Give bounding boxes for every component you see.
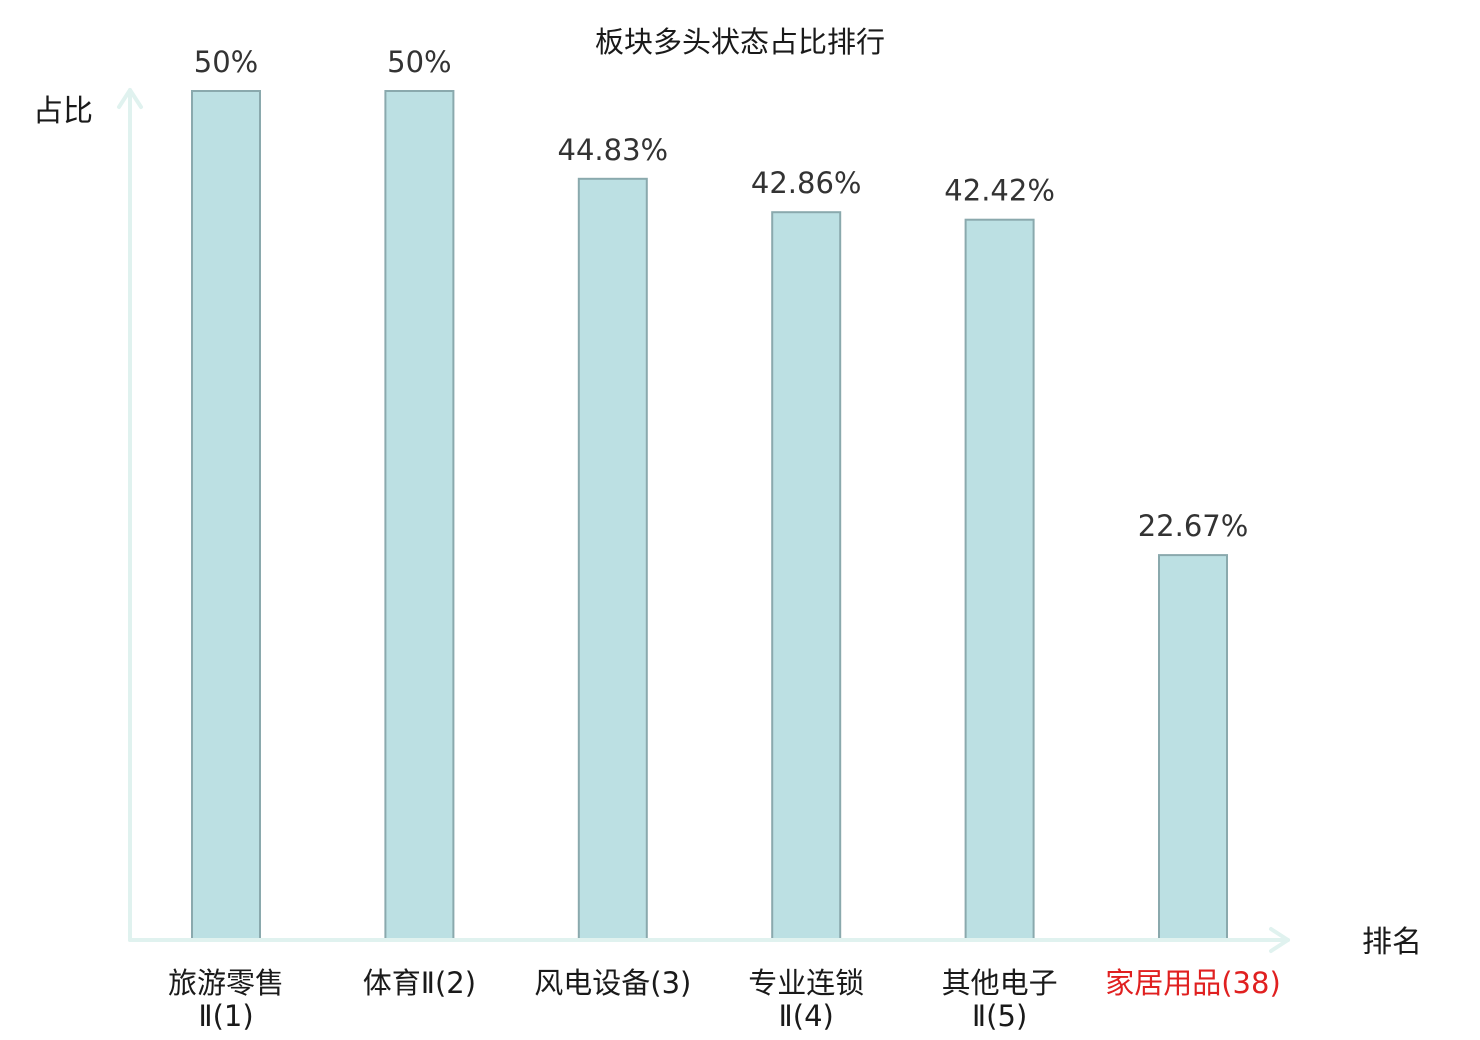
bar (384, 90, 455, 941)
chart-title: 板块多头状态占比排行 (595, 25, 885, 59)
category-label: 专业连锁 Ⅱ(4) (748, 966, 864, 1033)
category-label: 风电设备(3) (534, 966, 691, 1000)
y-axis-label: 占比 (33, 94, 93, 129)
category-label-line: Ⅱ(1) (198, 999, 253, 1033)
axes (117, 88, 1290, 953)
bar-value-label: 42.86% (751, 166, 862, 200)
bar-value-label: 50% (387, 45, 451, 79)
bars-layer (191, 90, 1228, 942)
y-axis-arrow (117, 88, 143, 109)
bar-value-label: 42.42% (944, 174, 1055, 208)
category-label: 其他电子 Ⅱ(5) (942, 966, 1058, 1033)
category-label-line: 风电设备(3) (534, 966, 691, 1000)
category-label-line: 其他电子 (942, 966, 1058, 1000)
category-label: 旅游零售 Ⅱ(1) (168, 966, 284, 1033)
category-label-line: 家居用品(38) (1105, 966, 1281, 1000)
bar-value-label: 50% (194, 45, 258, 79)
category-label-line: Ⅱ(4) (779, 999, 834, 1033)
category-label-line: 专业连锁 (748, 966, 864, 1000)
category-label-line: 旅游零售 (168, 966, 284, 1000)
bar (191, 90, 261, 941)
value-labels-layer: 50% 50% 44.83% 42.86% 42.42% 22.67% (194, 45, 1249, 543)
bar (964, 218, 1035, 941)
category-label: 体育Ⅱ(2) (363, 966, 476, 1000)
category-labels-layer: 旅游零售 Ⅱ(1) 体育Ⅱ(2) 风电设备(3) 专业连锁 Ⅱ(4) 其他电子 Ⅱ(5) 家居用… (168, 966, 1281, 1033)
category-label: 家居用品(38) (1105, 966, 1281, 1000)
x-axis-arrow (1269, 927, 1290, 953)
bar-value-label: 22.67% (1138, 509, 1249, 543)
x-axis-label: 排名 (1362, 925, 1422, 960)
bar (1158, 554, 1228, 941)
bar (577, 177, 648, 942)
bar (771, 211, 842, 941)
category-label-line: 体育Ⅱ(2) (363, 966, 476, 1000)
bar-value-label: 44.83% (558, 133, 669, 167)
category-label-line: Ⅱ(5) (972, 999, 1027, 1033)
